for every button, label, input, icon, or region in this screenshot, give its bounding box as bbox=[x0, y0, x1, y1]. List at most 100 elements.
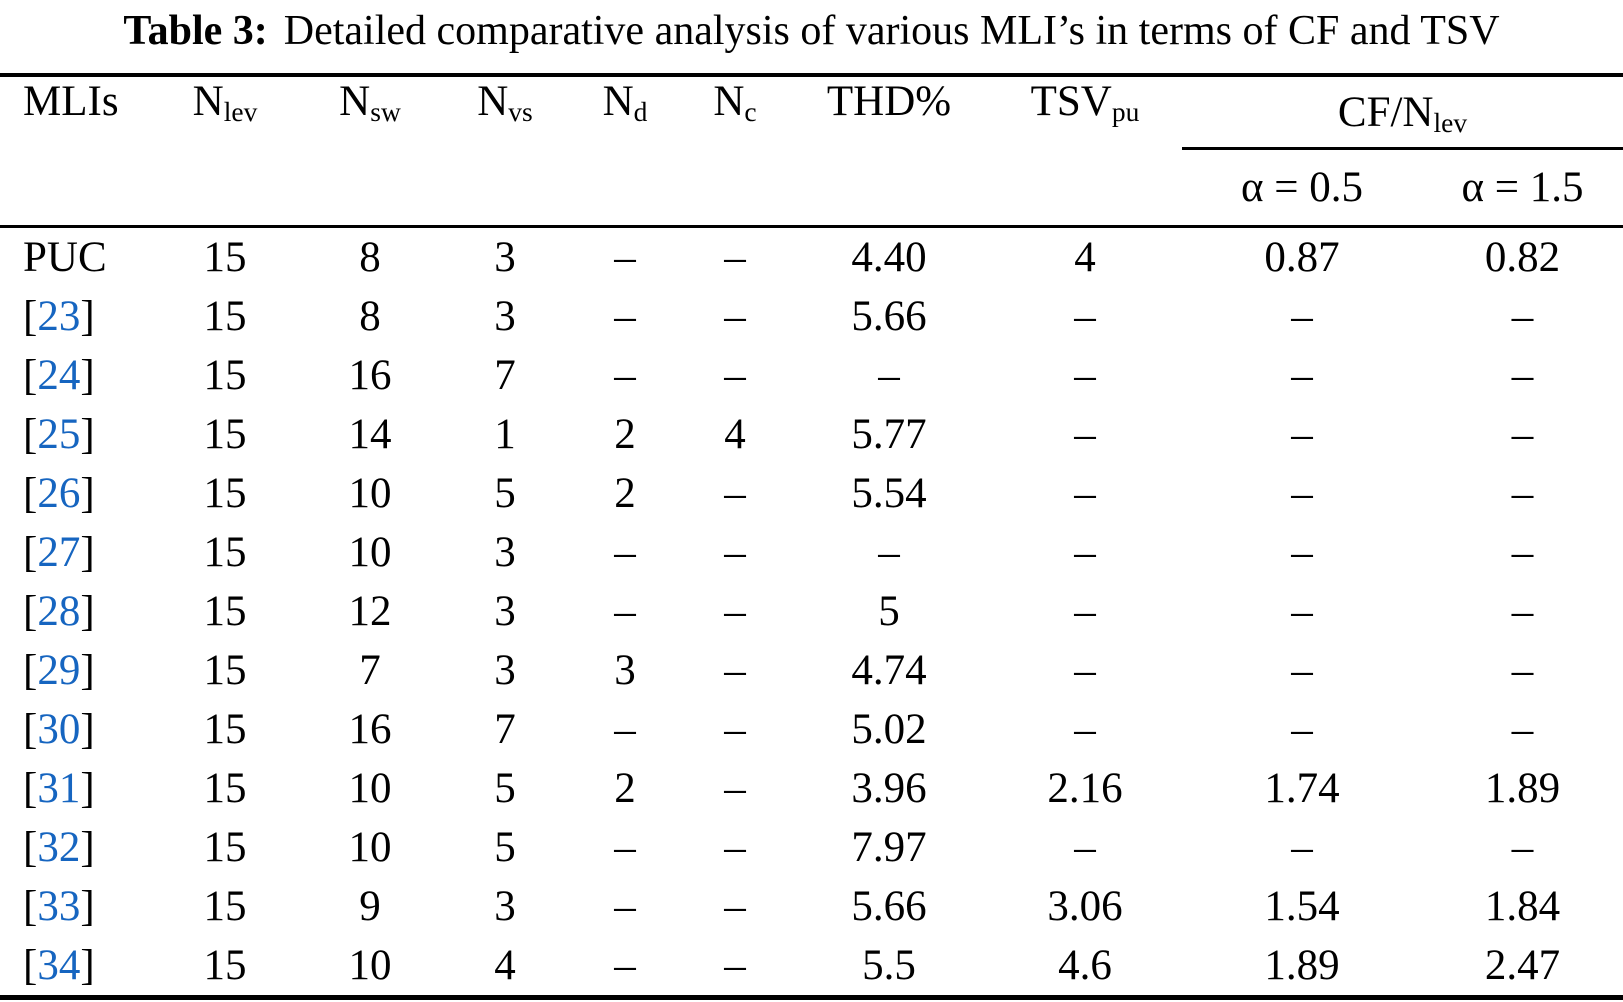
cell-n_d: 2 bbox=[614, 765, 636, 812]
table-caption: Table 3: Detailed comparative analysis of… bbox=[0, 0, 1623, 73]
cell-thd: – bbox=[878, 529, 900, 576]
citation-bracket-close: ] bbox=[80, 411, 95, 458]
cell-n_lev: 15 bbox=[203, 352, 247, 399]
cell-cf_a05: – bbox=[1291, 824, 1313, 871]
cell-n_vs: 5 bbox=[494, 765, 516, 812]
cell-n_d: – bbox=[614, 824, 636, 871]
cell-tsv: 4.6 bbox=[988, 936, 1182, 1000]
col-header-mlis: MLIs bbox=[0, 75, 150, 228]
mli-cell: [25] bbox=[0, 405, 150, 464]
citation-bracket-close: ] bbox=[80, 293, 95, 340]
cell-n_sw: 16 bbox=[348, 706, 392, 753]
citation-link[interactable]: 27 bbox=[37, 529, 81, 576]
table-row: [34] 15 10 4– –5.5 4.6 1.89 2.47 bbox=[0, 936, 1623, 1000]
citation-link[interactable]: 34 bbox=[37, 942, 81, 989]
table-row: [31] 15 10 5 2 – 3.96 2.16 1.74 1.89 bbox=[0, 759, 1623, 818]
col-header-nsw: Nsw bbox=[300, 75, 440, 228]
table-row: [30] 15 16 7 – – 5.02 – – – bbox=[0, 700, 1623, 759]
cell-cf_a15: – bbox=[1511, 824, 1534, 871]
col-header-alpha-15: α = 1.5 bbox=[1422, 148, 1623, 228]
col-header-nd: Nd bbox=[570, 75, 680, 228]
cell-thd: 5.66 bbox=[851, 883, 927, 930]
cell-thd: 7.97 bbox=[851, 824, 927, 871]
cell-cf_a05: 1.89 bbox=[1182, 936, 1422, 1000]
cell-n_c: – bbox=[724, 647, 746, 694]
cell-n_d: – bbox=[614, 234, 636, 281]
citation-bracket-close: ] bbox=[80, 824, 95, 871]
citation-link[interactable]: 31 bbox=[37, 765, 81, 812]
cell-cf_a05: – bbox=[1291, 470, 1313, 517]
citation-bracket-close: ] bbox=[80, 706, 95, 753]
citation-link[interactable]: 28 bbox=[37, 588, 81, 635]
cell-cf_a05: – bbox=[1291, 293, 1313, 340]
cell-n_lev: 15 bbox=[203, 883, 247, 930]
cell-thd: 4.74 bbox=[851, 647, 927, 694]
cell-cf_a15: – bbox=[1511, 647, 1534, 694]
cell-n_d: 2 bbox=[614, 411, 636, 458]
citation-link[interactable]: 29 bbox=[37, 647, 81, 694]
citation-link[interactable]: 24 bbox=[37, 352, 81, 399]
citation-link[interactable]: 25 bbox=[37, 411, 81, 458]
cell-n_lev: 15 bbox=[203, 765, 247, 812]
citation-bracket-open: [ bbox=[23, 411, 38, 458]
cell-n_vs: 3 bbox=[494, 588, 516, 635]
comparison-table: MLIs Nlev Nsw Nvs Nd Nc THD% TSVpu CF/Nl… bbox=[0, 73, 1623, 1000]
table-caption-label: Table 3: bbox=[123, 8, 268, 54]
citation-bracket-open: [ bbox=[23, 647, 38, 694]
citation-link[interactable]: 26 bbox=[37, 470, 81, 517]
cell-cf_a05: 0.87 bbox=[1264, 234, 1340, 281]
cell-n_vs: 7 bbox=[494, 352, 516, 399]
cell-n_sw: 10 bbox=[348, 765, 392, 812]
cell-tsv: – bbox=[1074, 293, 1096, 340]
cell-n_vs: 7 bbox=[494, 706, 516, 753]
col-header-cf-nlev: CF/Nlev bbox=[1182, 75, 1623, 150]
col-header-nlev: Nlev bbox=[150, 75, 300, 228]
cell-n_vs: 3 bbox=[494, 883, 516, 930]
citation-bracket-open: [ bbox=[23, 706, 38, 753]
mli-cell: [31] bbox=[0, 759, 150, 818]
citation-link[interactable]: 33 bbox=[37, 883, 81, 930]
cell-n_lev: 15 bbox=[203, 411, 247, 458]
cell-tsv: 4 bbox=[1074, 234, 1096, 281]
mli-cell: PUC bbox=[23, 234, 107, 281]
cell-n_sw: 7 bbox=[359, 647, 381, 694]
citation-bracket-close: ] bbox=[80, 883, 95, 930]
mli-cell: [34] bbox=[0, 936, 150, 1000]
cell-tsv: – bbox=[1074, 411, 1096, 458]
col-header-alpha-05: α = 0.5 bbox=[1182, 148, 1422, 228]
cell-cf_a05: – bbox=[1291, 588, 1313, 635]
cell-tsv: – bbox=[1074, 647, 1096, 694]
citation-link[interactable]: 32 bbox=[37, 824, 81, 871]
cell-cf_a15: – bbox=[1511, 293, 1534, 340]
citation-bracket-open: [ bbox=[23, 352, 38, 399]
cell-n_vs: 1 bbox=[494, 411, 516, 458]
citation-link[interactable]: 30 bbox=[37, 706, 81, 753]
col-header-nvs: Nvs bbox=[440, 75, 570, 228]
cell-tsv: – bbox=[1074, 824, 1096, 871]
table-row: PUC 15 8 3 – – 4.40 4 0.87 0.82 bbox=[0, 227, 1623, 288]
cell-n_vs: 4 bbox=[440, 936, 570, 1000]
cell-thd: 5.66 bbox=[851, 293, 927, 340]
cell-n_d: – bbox=[614, 706, 636, 753]
mli-cell: [27] bbox=[0, 523, 150, 582]
citation-link[interactable]: 23 bbox=[37, 293, 81, 340]
cell-n_lev: 15 bbox=[203, 470, 247, 517]
mli-cell: [23] bbox=[0, 287, 150, 346]
cell-n_d: 3 bbox=[614, 647, 636, 694]
cell-thd: 5 bbox=[878, 588, 900, 635]
cell-n_c: 4 bbox=[724, 411, 746, 458]
mli-cell: [32] bbox=[0, 818, 150, 877]
citation-bracket-close: ] bbox=[80, 765, 95, 812]
cell-cf_a05: 1.74 bbox=[1264, 765, 1340, 812]
cell-n_c: – bbox=[724, 470, 746, 517]
cell-n_d: – bbox=[614, 293, 636, 340]
cell-n_sw: 12 bbox=[348, 588, 392, 635]
cell-cf_a15: – bbox=[1511, 352, 1534, 399]
cell-n_d: 2 bbox=[614, 470, 636, 517]
cell-n_c: – bbox=[724, 293, 746, 340]
cell-tsv: – bbox=[1074, 529, 1096, 576]
cell-n_sw: 10 bbox=[348, 824, 392, 871]
cell-cf_a15: 1.84 bbox=[1484, 883, 1561, 930]
cell-n_vs: 5 bbox=[494, 824, 516, 871]
cell-n_lev: 15 bbox=[203, 529, 247, 576]
